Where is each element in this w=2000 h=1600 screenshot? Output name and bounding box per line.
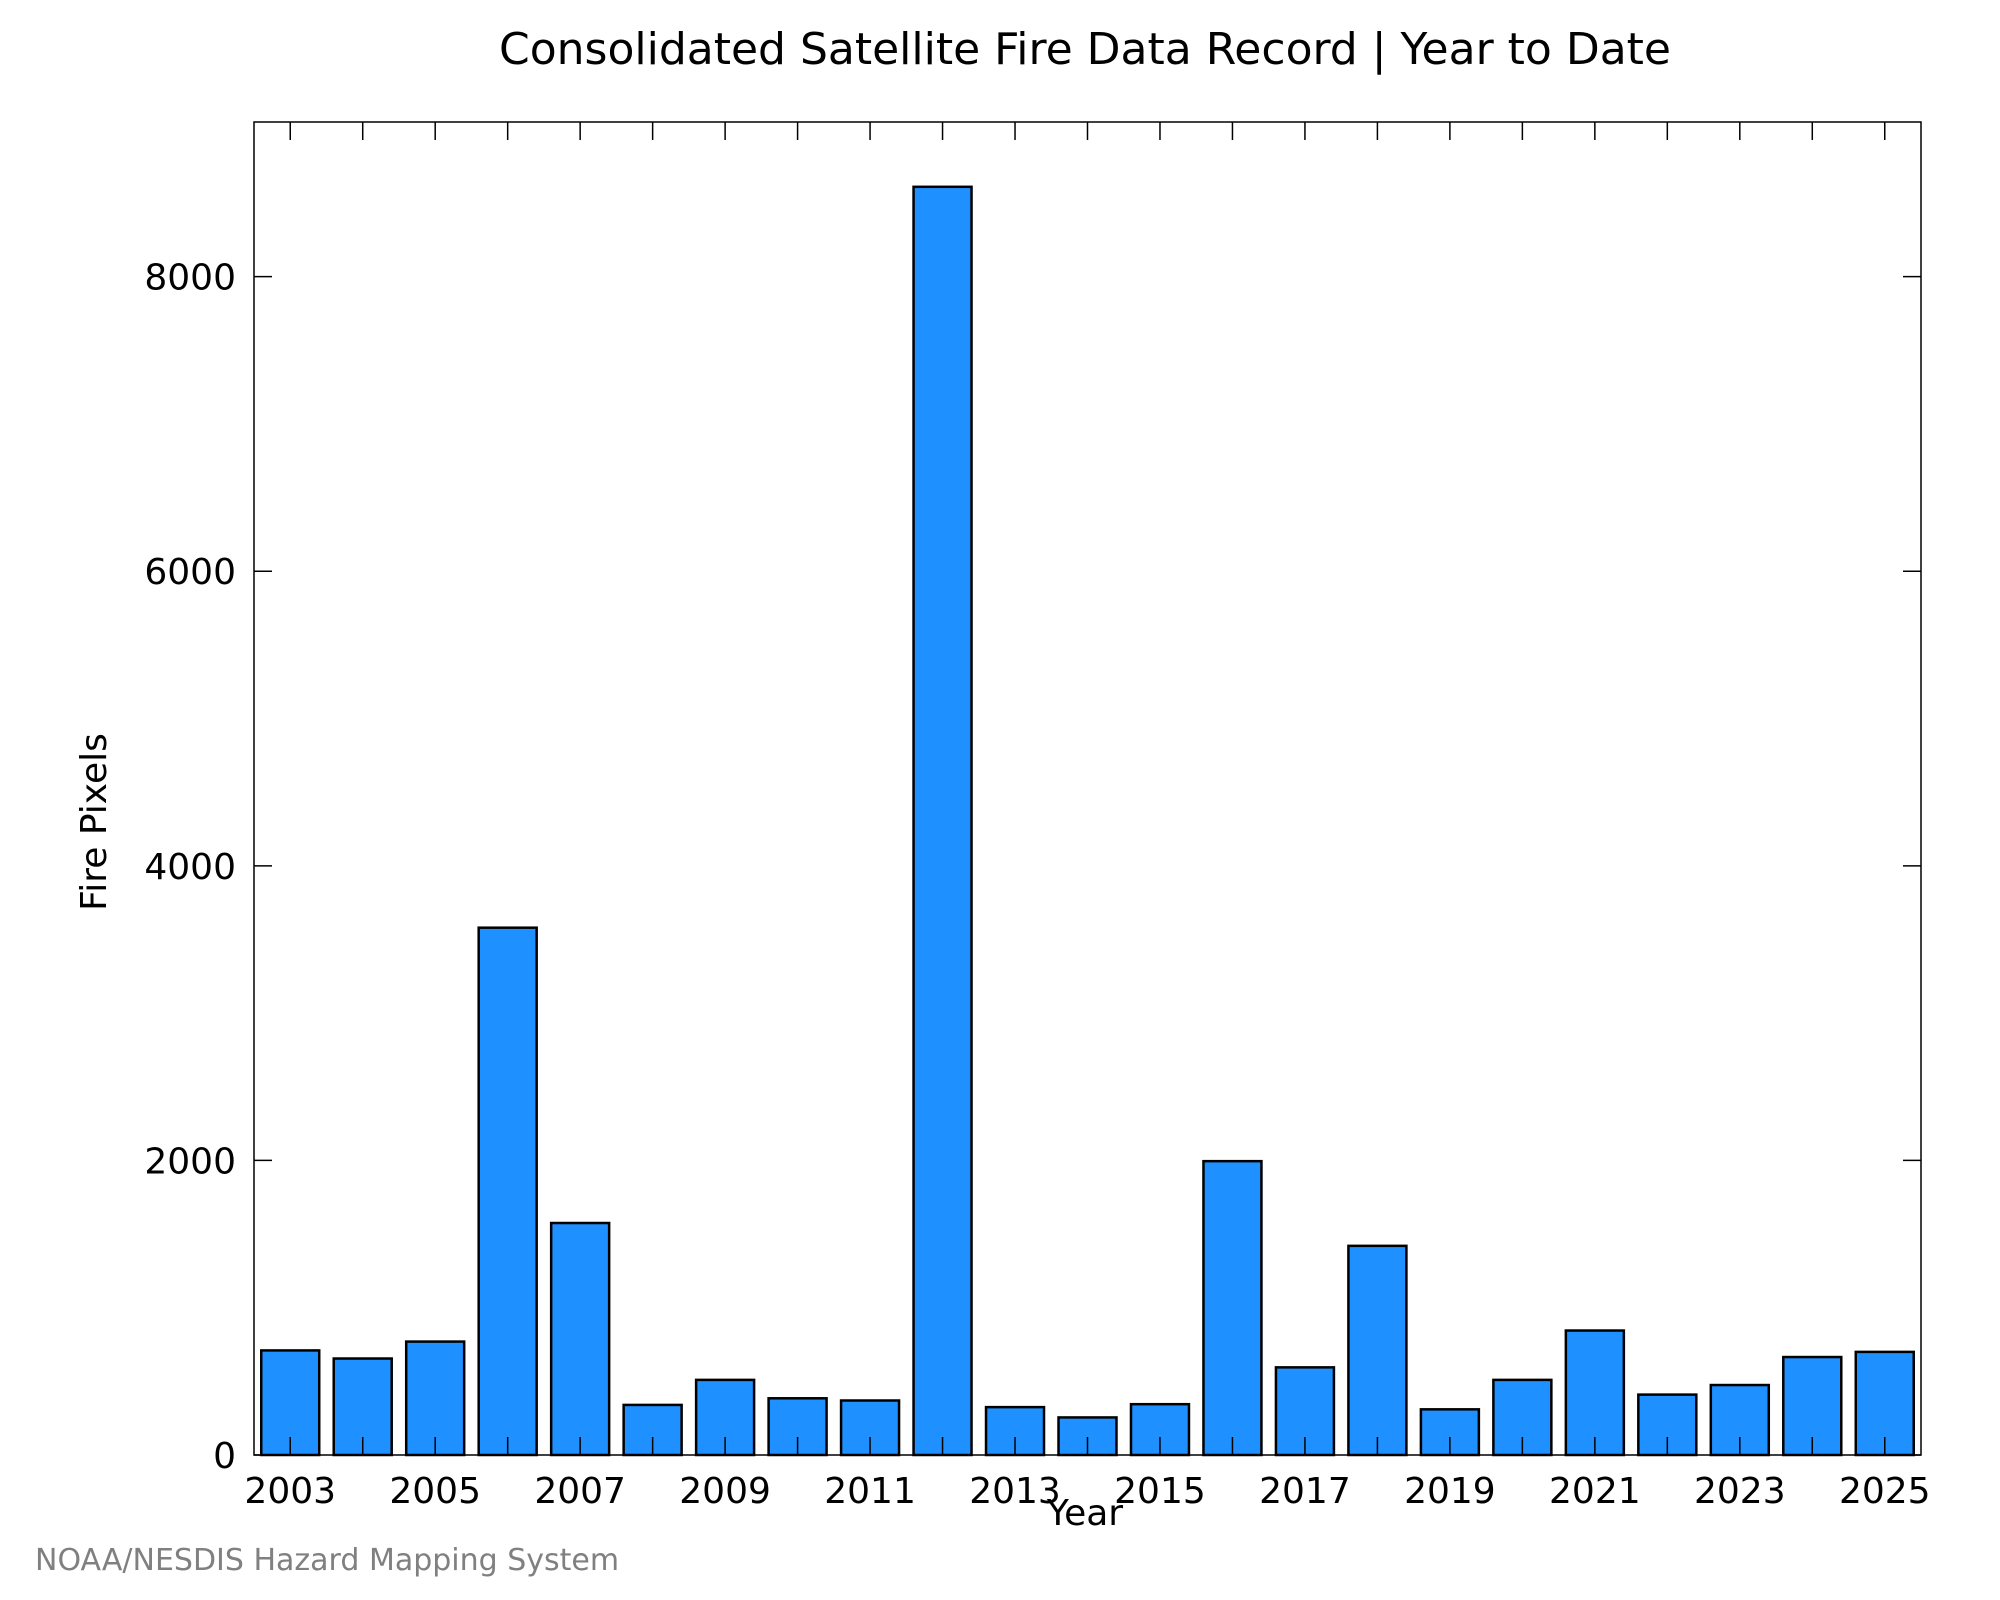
x-tick-label: 2023 [1694, 1471, 1786, 1512]
y-tick-label: 0 [213, 1436, 236, 1477]
x-tick-label: 2015 [1114, 1471, 1206, 1512]
x-tick-label: 2013 [969, 1471, 1061, 1512]
bar-2006 [477, 926, 538, 1457]
x-axis-label: Year [1046, 1493, 1123, 1534]
x-tick-label: 2005 [389, 1471, 481, 1512]
chart-title: Consolidated Satellite Fire Data Record … [499, 24, 1671, 75]
bars-group [259, 185, 1916, 1457]
bar-2018 [1347, 1244, 1408, 1457]
x-tick-label: 2019 [1404, 1471, 1496, 1512]
x-tick-label: 2011 [824, 1471, 916, 1512]
x-tick-label: 2009 [679, 1471, 771, 1512]
x-tick-label: 2021 [1549, 1471, 1641, 1512]
x-tick-label: 2017 [1259, 1471, 1351, 1512]
x-tick-label: 2007 [534, 1471, 626, 1512]
y-tick-label: 2000 [144, 1141, 236, 1182]
axes-group: 0 2000 4000 6000 8000 2003 2005 2007 2009 2011 201… [144, 121, 1931, 1512]
y-tick-label: 6000 [144, 552, 236, 593]
credit-text: NOAA/NESDIS Hazard Mapping System [35, 1543, 619, 1578]
bar-2016 [1202, 1159, 1263, 1457]
x-tick-label: 2025 [1839, 1471, 1931, 1512]
bar-2021 [1564, 1329, 1626, 1457]
bar-2012 [912, 185, 973, 1457]
bar-2007 [549, 1221, 611, 1457]
x-tick-label: 2003 [244, 1471, 336, 1512]
y-tick-label: 8000 [144, 258, 236, 299]
y-axis-label: Fire Pixels [74, 733, 115, 911]
y-tick-label: 4000 [144, 847, 236, 888]
